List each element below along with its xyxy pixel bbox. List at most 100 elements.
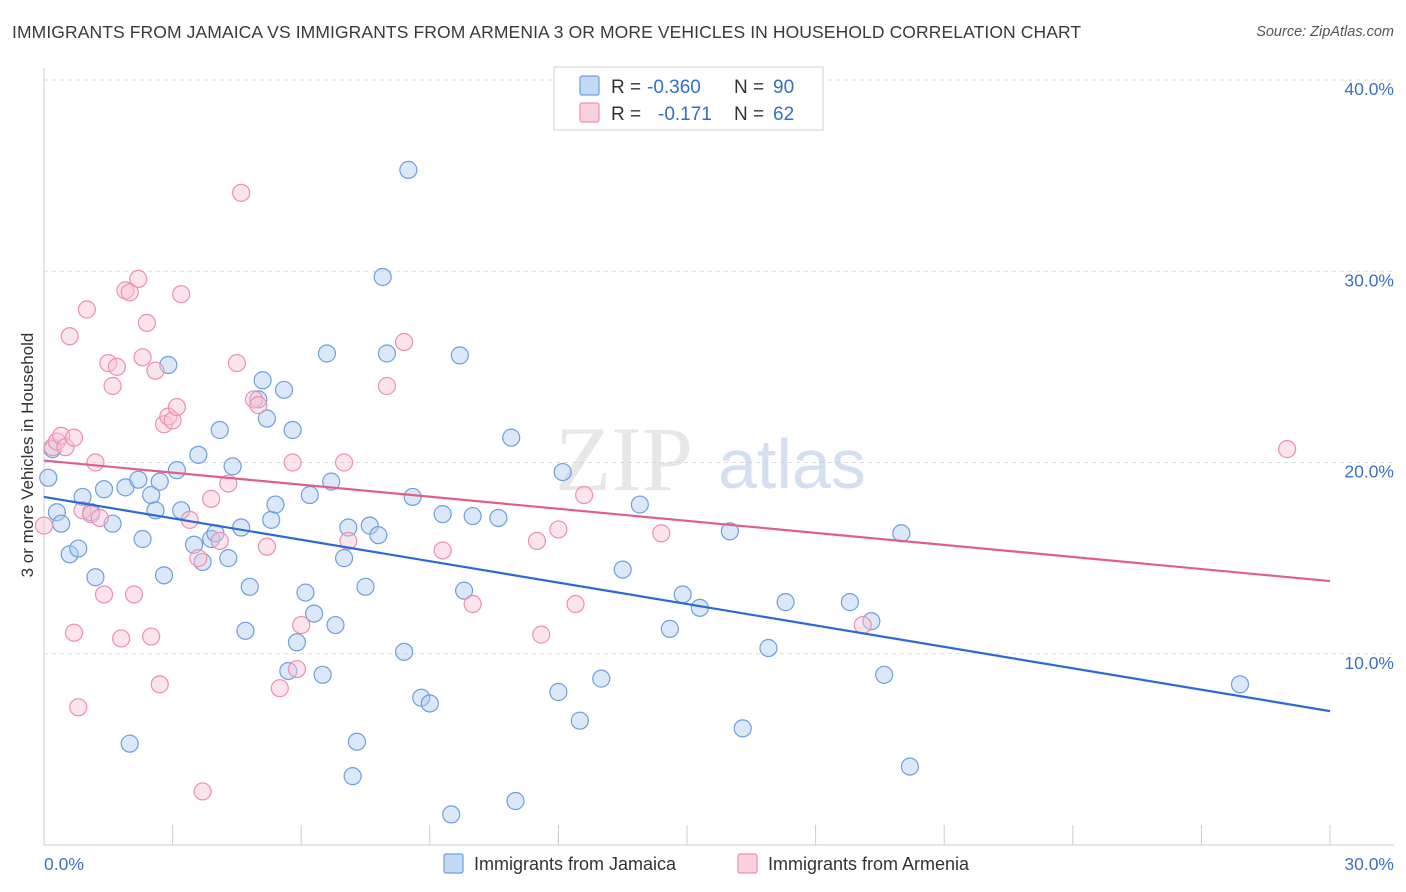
point-1-42 xyxy=(249,396,268,415)
point-1-22 xyxy=(129,269,148,288)
point-0-89 xyxy=(257,409,277,428)
point-0-82 xyxy=(862,612,881,631)
point-0-62 xyxy=(450,346,469,365)
point-0-83 xyxy=(875,665,894,684)
point-0-31 xyxy=(249,390,268,409)
point-0-35 xyxy=(274,380,294,399)
point-0-69 xyxy=(553,462,572,482)
point-0-73 xyxy=(630,495,649,514)
legend-n-label-jamaica: N = xyxy=(734,77,764,98)
chart-source: Source: ZipAtlas.com xyxy=(1256,24,1394,40)
point-0-75 xyxy=(673,585,692,604)
point-0-34 xyxy=(266,495,285,514)
point-0-63 xyxy=(454,581,474,600)
point-0-50 xyxy=(356,577,375,596)
point-0-21 xyxy=(184,535,204,554)
point-0-74 xyxy=(660,619,679,638)
point-0-38 xyxy=(287,633,307,652)
x-tick-label-0: 0.0% xyxy=(44,854,84,874)
point-0-32 xyxy=(253,371,272,390)
point-1-32 xyxy=(172,285,191,304)
point-1-6 xyxy=(64,428,84,447)
point-0-43 xyxy=(317,344,337,363)
series-legend-swatch-armenia xyxy=(737,853,758,874)
point-1-25 xyxy=(142,627,161,646)
series-points-0 xyxy=(39,160,1250,824)
point-0-61 xyxy=(442,805,461,824)
point-1-53 xyxy=(463,594,482,614)
point-1-21 xyxy=(124,585,144,604)
point-1-31 xyxy=(167,397,186,417)
y-tick-label-3: 40.0% xyxy=(1344,79,1394,99)
y-tick-label-2: 30.0% xyxy=(1344,270,1394,290)
point-1-50 xyxy=(377,376,397,396)
point-0-33 xyxy=(262,510,281,529)
point-1-44 xyxy=(270,679,289,698)
legend-r-label-jamaica: R = xyxy=(611,77,641,98)
point-1-10 xyxy=(77,300,96,319)
series-points-1 xyxy=(34,183,1297,801)
point-0-39 xyxy=(296,583,315,602)
point-0-47 xyxy=(339,518,358,537)
point-0-28 xyxy=(232,518,251,537)
point-0-44 xyxy=(322,472,341,491)
point-1-36 xyxy=(202,489,221,508)
point-0-68 xyxy=(549,682,568,702)
point-0-18 xyxy=(167,461,186,480)
point-1-5 xyxy=(60,327,79,346)
point-0-5 xyxy=(73,487,92,507)
point-1-40 xyxy=(232,183,251,202)
point-0-10 xyxy=(120,734,139,753)
point-1-37 xyxy=(210,531,229,551)
point-1-39 xyxy=(227,353,246,373)
point-0-15 xyxy=(150,472,169,491)
legend-r-label-armenia: R = xyxy=(611,104,641,125)
point-1-51 xyxy=(394,332,414,352)
point-0-78 xyxy=(733,719,752,738)
series-legend: Immigrants from Jamaica Immigrants from … xyxy=(443,853,970,874)
point-1-30 xyxy=(163,411,182,430)
point-0-0 xyxy=(39,468,58,487)
point-1-56 xyxy=(549,520,568,539)
point-1-52 xyxy=(433,541,452,560)
y-tick-label-0: 10.0% xyxy=(1344,653,1394,673)
point-0-12 xyxy=(133,529,152,549)
point-0-86 xyxy=(1230,675,1250,694)
x-tick-label-1: 30.0% xyxy=(1344,854,1394,874)
point-0-85 xyxy=(900,757,920,776)
point-0-55 xyxy=(394,642,414,661)
axes xyxy=(43,68,1394,846)
legend-n-value-jamaica: 90 xyxy=(773,77,794,98)
point-0-30 xyxy=(240,577,259,596)
point-1-46 xyxy=(287,659,307,679)
point-0-6 xyxy=(86,568,105,587)
point-0-52 xyxy=(369,526,388,545)
legend-n-label-armenia: N = xyxy=(734,104,764,125)
point-0-26 xyxy=(219,549,238,568)
point-0-57 xyxy=(403,487,422,507)
point-0-84 xyxy=(892,524,911,543)
point-0-64 xyxy=(463,506,482,526)
point-0-59 xyxy=(420,694,439,713)
point-0-20 xyxy=(189,445,208,464)
point-0-71 xyxy=(592,669,611,688)
point-0-65 xyxy=(489,508,508,528)
point-0-2 xyxy=(52,514,71,533)
point-0-7 xyxy=(94,480,114,499)
data-points xyxy=(34,160,1297,824)
point-1-43 xyxy=(257,537,277,556)
series-legend-label-armenia: Immigrants from Armenia xyxy=(768,854,970,874)
point-1-17 xyxy=(107,357,126,376)
point-0-66 xyxy=(502,428,521,447)
point-1-54 xyxy=(527,531,547,551)
point-1-12 xyxy=(86,453,105,472)
point-0-70 xyxy=(570,711,589,730)
point-0-4 xyxy=(69,539,88,558)
series-legend-swatch-jamaica xyxy=(443,853,464,874)
point-0-40 xyxy=(300,485,319,505)
legend-n-value-armenia: 62 xyxy=(773,104,794,125)
legend-swatch-armenia xyxy=(579,102,600,123)
point-0-67 xyxy=(506,791,525,811)
point-0-41 xyxy=(304,604,324,623)
